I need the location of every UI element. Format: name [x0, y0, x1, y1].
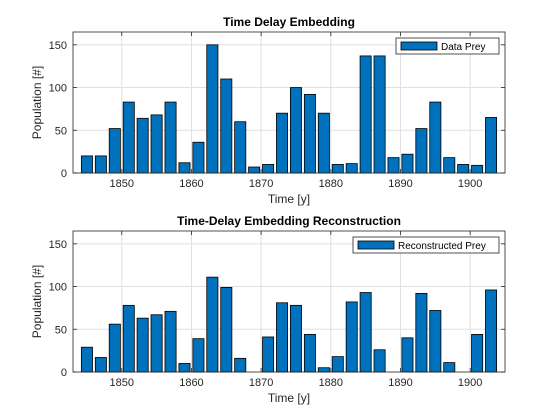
- bar: [193, 339, 204, 372]
- bar: [109, 324, 120, 372]
- bar: [137, 318, 148, 372]
- legend-swatch: [358, 241, 394, 249]
- bar: [430, 102, 441, 173]
- bar: [388, 158, 399, 173]
- bar: [430, 310, 441, 372]
- bar: [402, 338, 413, 372]
- bar: [263, 164, 274, 173]
- y-axis-label: Population [#]: [30, 265, 44, 338]
- bar: [444, 363, 455, 372]
- bar: [276, 113, 287, 173]
- y-axis-label: Population [#]: [30, 66, 44, 139]
- x-tick-label: 1870: [249, 178, 273, 190]
- bar: [444, 158, 455, 173]
- bar: [332, 164, 343, 173]
- x-tick-label: 1900: [458, 377, 482, 389]
- y-tick-label: 150: [49, 239, 67, 251]
- x-tick-label: 1850: [110, 178, 134, 190]
- bar: [123, 305, 134, 372]
- x-axis-label: Time [y]: [268, 192, 310, 206]
- bar: [276, 303, 287, 372]
- bar: [123, 102, 134, 173]
- bar: [235, 358, 246, 372]
- bar: [416, 129, 427, 173]
- y-tick-label: 150: [49, 40, 67, 52]
- legend-swatch: [401, 42, 437, 50]
- bar: [263, 337, 274, 372]
- bar: [304, 334, 315, 372]
- bar: [304, 94, 315, 173]
- bar: [360, 56, 371, 173]
- bar: [458, 164, 469, 173]
- bar: [193, 142, 204, 173]
- y-tick-label: 100: [49, 83, 67, 95]
- bar: [179, 363, 190, 372]
- bar: [374, 56, 385, 173]
- x-tick-label: 1860: [179, 377, 203, 389]
- bar: [346, 164, 357, 173]
- x-tick-label: 1860: [179, 178, 203, 190]
- x-tick-label: 1870: [249, 377, 273, 389]
- legend-label: Data Prey: [441, 42, 485, 53]
- bar: [151, 115, 162, 173]
- bar: [221, 79, 232, 173]
- bar: [137, 118, 148, 173]
- bar: [318, 368, 329, 372]
- chart-title: Time-Delay Embedding Reconstruction: [177, 214, 401, 228]
- bar: [235, 122, 246, 173]
- y-tick-label: 0: [61, 367, 67, 379]
- x-tick-label: 1890: [388, 377, 412, 389]
- chart-panel-1: 1850 1860 1870 1880 1890 1900 0 50 100 150 Time De…: [30, 15, 505, 206]
- x-axis-label: Time [y]: [268, 391, 310, 405]
- bar: [221, 287, 232, 372]
- x-tick-label: 1880: [319, 178, 343, 190]
- legend: Data Prey: [396, 38, 499, 54]
- bar: [95, 357, 106, 372]
- bar: [374, 350, 385, 372]
- x-tick-label: 1900: [458, 178, 482, 190]
- bar: [416, 293, 427, 372]
- bar: [207, 45, 218, 173]
- bar: [165, 311, 176, 372]
- bar: [81, 156, 92, 173]
- chart-panel-2: 1850 1860 1870 1880 1890 1900 0 50 100 150 Time-De…: [30, 214, 505, 405]
- bar: [290, 305, 301, 372]
- bar: [402, 154, 413, 173]
- y-tick-label: 0: [61, 168, 67, 180]
- x-tick-label: 1880: [319, 377, 343, 389]
- bar: [360, 293, 371, 372]
- y-tick-label: 100: [49, 282, 67, 294]
- legend-label: Reconstructed Prey: [398, 241, 486, 252]
- bar: [165, 102, 176, 173]
- x-tick-label: 1850: [110, 377, 134, 389]
- x-tick-label: 1890: [388, 178, 412, 190]
- y-tick-label: 50: [55, 324, 67, 336]
- bar: [290, 88, 301, 173]
- bar: [179, 163, 190, 173]
- legend: Reconstructed Prey: [353, 237, 499, 253]
- bar: [485, 117, 496, 173]
- bar: [318, 113, 329, 173]
- bar: [346, 302, 357, 372]
- bar: [332, 357, 343, 372]
- bar: [207, 277, 218, 372]
- y-tick-label: 50: [55, 125, 67, 137]
- bar: [472, 165, 483, 173]
- bar: [109, 129, 120, 173]
- bar: [81, 347, 92, 372]
- bar: [472, 334, 483, 372]
- bar: [95, 156, 106, 173]
- bar: [249, 167, 260, 173]
- bar: [151, 315, 162, 372]
- chart-title: Time Delay Embedding: [223, 15, 355, 29]
- bar: [485, 290, 496, 372]
